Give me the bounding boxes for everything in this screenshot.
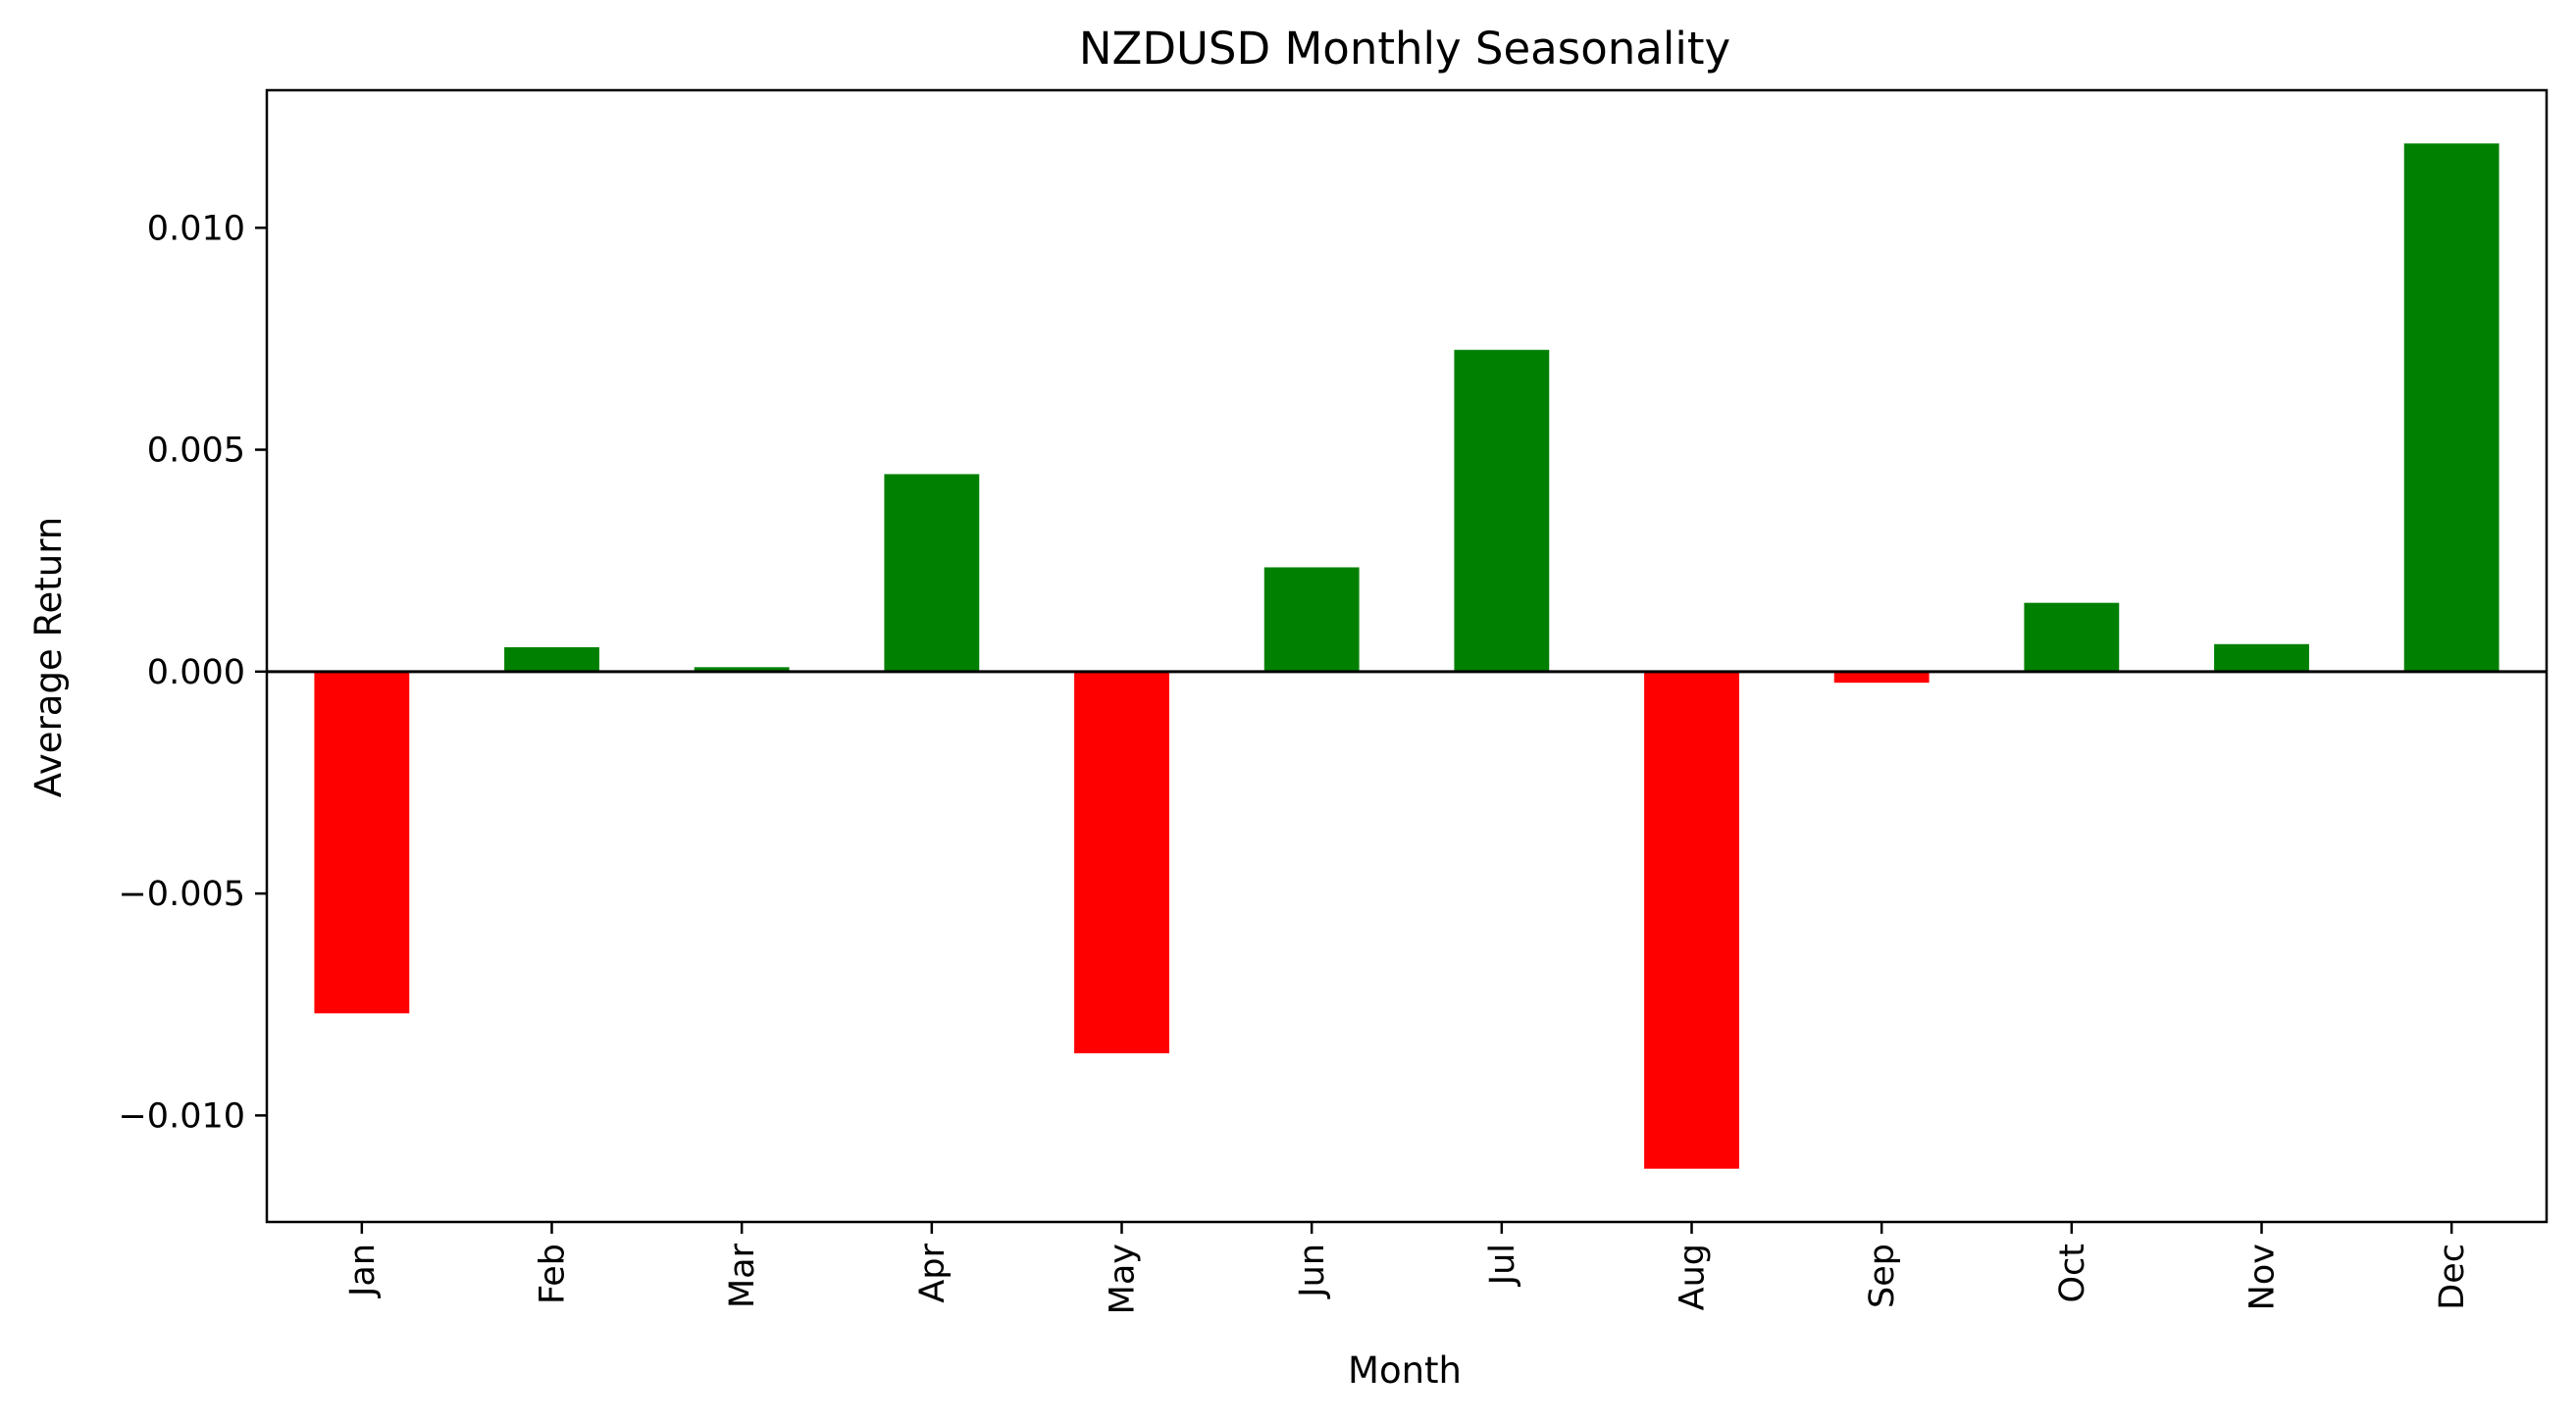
x-tick-label-oct: Oct [2053, 1244, 2092, 1303]
x-axis: Jan Feb Mar Apr May Jun Jul Aug Sep Oct Nov Dec [343, 1222, 2472, 1314]
bar-oct [2024, 602, 2120, 672]
x-tick-label-jul: Jul [1483, 1244, 1522, 1287]
y-axis-label: Average Return [27, 517, 70, 797]
x-tick-label-aug: Aug [1674, 1244, 1713, 1310]
y-axis: −0.010 −0.005 0.000 0.005 0.010 [118, 209, 267, 1136]
y-tick-label: −0.010 [118, 1096, 245, 1136]
x-axis-label: Month [1348, 1349, 1462, 1392]
bar-dec [2403, 143, 2499, 672]
x-tick-label-jun: Jun [1293, 1244, 1332, 1299]
plot-frame [265, 88, 2549, 1224]
bar-apr [884, 474, 980, 672]
y-tick-label: 0.010 [147, 209, 245, 248]
bar-jan [314, 671, 410, 1014]
bar-nov [2214, 643, 2309, 672]
bar-feb [504, 646, 599, 672]
bar-jul [1454, 349, 1550, 672]
x-tick-label-sep: Sep [1863, 1244, 1902, 1308]
y-tick-label: −0.005 [118, 875, 245, 914]
bars-group [314, 143, 2499, 1169]
bar-sep [1833, 671, 1930, 684]
x-tick-label-mar: Mar [723, 1243, 762, 1308]
x-tick-label-dec: Dec [2433, 1244, 2472, 1310]
bar-may [1074, 671, 1169, 1054]
bar-jun [1263, 567, 1360, 672]
x-tick-label-nov: Nov [2243, 1244, 2283, 1310]
x-tick-label-may: May [1104, 1244, 1143, 1314]
bar-mar [694, 667, 790, 672]
x-tick-label-apr: Apr [913, 1243, 953, 1302]
chart-title: NZDUSD Monthly Seasonality [1079, 23, 1730, 75]
x-tick-label-feb: Feb [534, 1244, 573, 1304]
y-tick-label: 0.000 [147, 653, 245, 692]
bar-aug [1644, 671, 1739, 1169]
y-tick-label: 0.005 [147, 432, 245, 471]
x-tick-label-jan: Jan [343, 1244, 383, 1298]
